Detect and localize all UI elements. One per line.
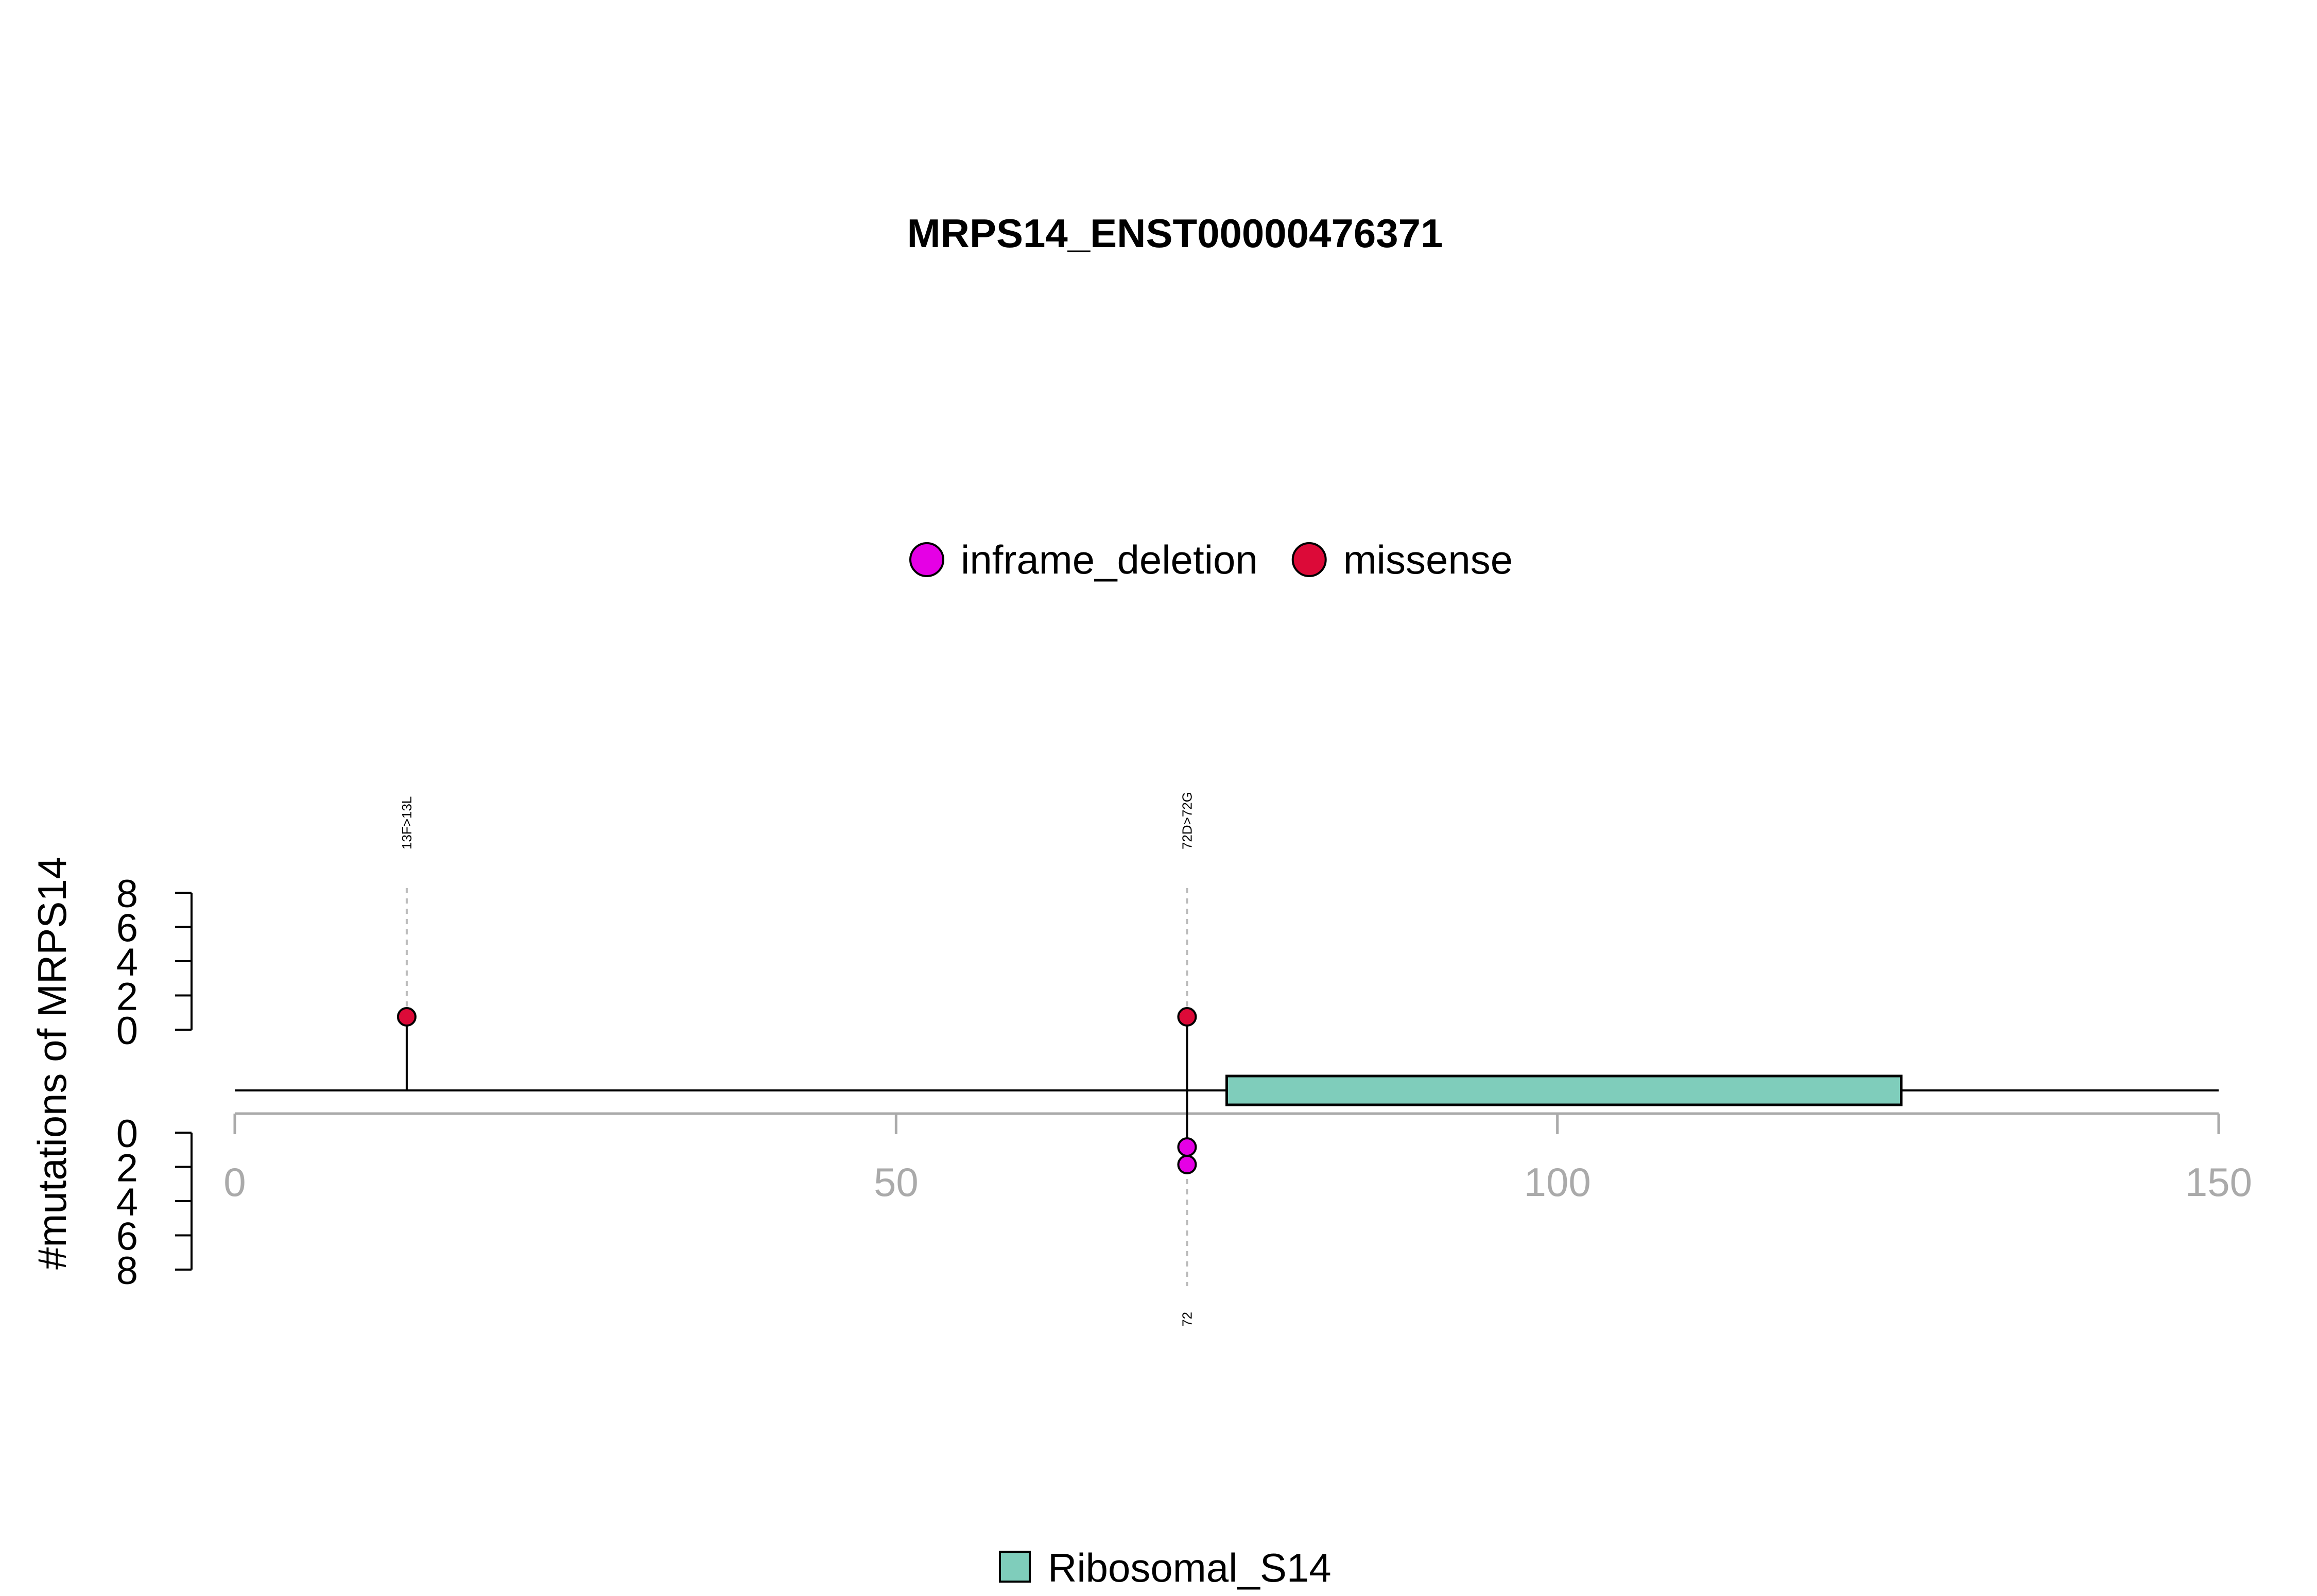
x-tick-label: 150 [2185,1159,2252,1205]
y-bottom-tick-label: 2 [116,1147,138,1190]
y-top-tick-label: 4 [116,941,138,984]
mutation-dot-bottom-72 [1177,1137,1197,1157]
legend-top: inframe_deletion missense [909,537,1513,582]
mutations: 13F>13L 72D>72G 72 [396,792,1197,1327]
legend-missense-label: missense [1343,537,1513,582]
x-tick-label: 0 [223,1159,246,1205]
domain-Ribosomal_S14 [1225,1074,1903,1106]
mutation-label-13F>13L: 13F>13L [399,796,414,849]
mutation-dot-bottom-72 [1177,1155,1197,1174]
y-axis-label: #mutations of MRPS14 [29,857,75,1270]
y-top-tick-label: 0 [116,1009,138,1053]
legend-missense-marker [1291,542,1327,577]
legend-bottom: Ribosomal_S14 [999,1545,1332,1590]
y-bottom-tick-label: 8 [116,1249,138,1293]
mutation-label-72D>72G: 72D>72G [1179,792,1195,849]
mutation-dot-13F>13L [396,1007,417,1027]
x-axis: 0 50 100 150 [223,1112,2252,1205]
legend-inframe_deletion-marker [909,542,944,577]
y-top-tick-label: 6 [116,907,138,950]
legend-Ribosomal_S14-label: Ribosomal_S14 [1048,1545,1332,1590]
mutation-label-bottom-72: 72 [1179,1312,1195,1327]
x-tick-label: 50 [874,1159,919,1205]
legend-Ribosomal_S14-swatch [999,1551,1031,1583]
y-bottom-tick-label: 6 [116,1215,138,1259]
y-bottom-tick-label: 0 [116,1112,138,1156]
legend-inframe_deletion-label: inframe_deletion [961,537,1258,582]
y-bottom-tick-label: 4 [116,1181,138,1224]
y-top-tick-label: 2 [116,975,138,1019]
x-tick-label: 100 [1524,1159,1591,1205]
chart-title: MRPS14_ENST00000476371 [907,211,1443,256]
domains [1225,1074,1903,1106]
mutation-dot-72D>72G [1177,1007,1197,1027]
y-top-tick-label: 8 [116,872,138,916]
